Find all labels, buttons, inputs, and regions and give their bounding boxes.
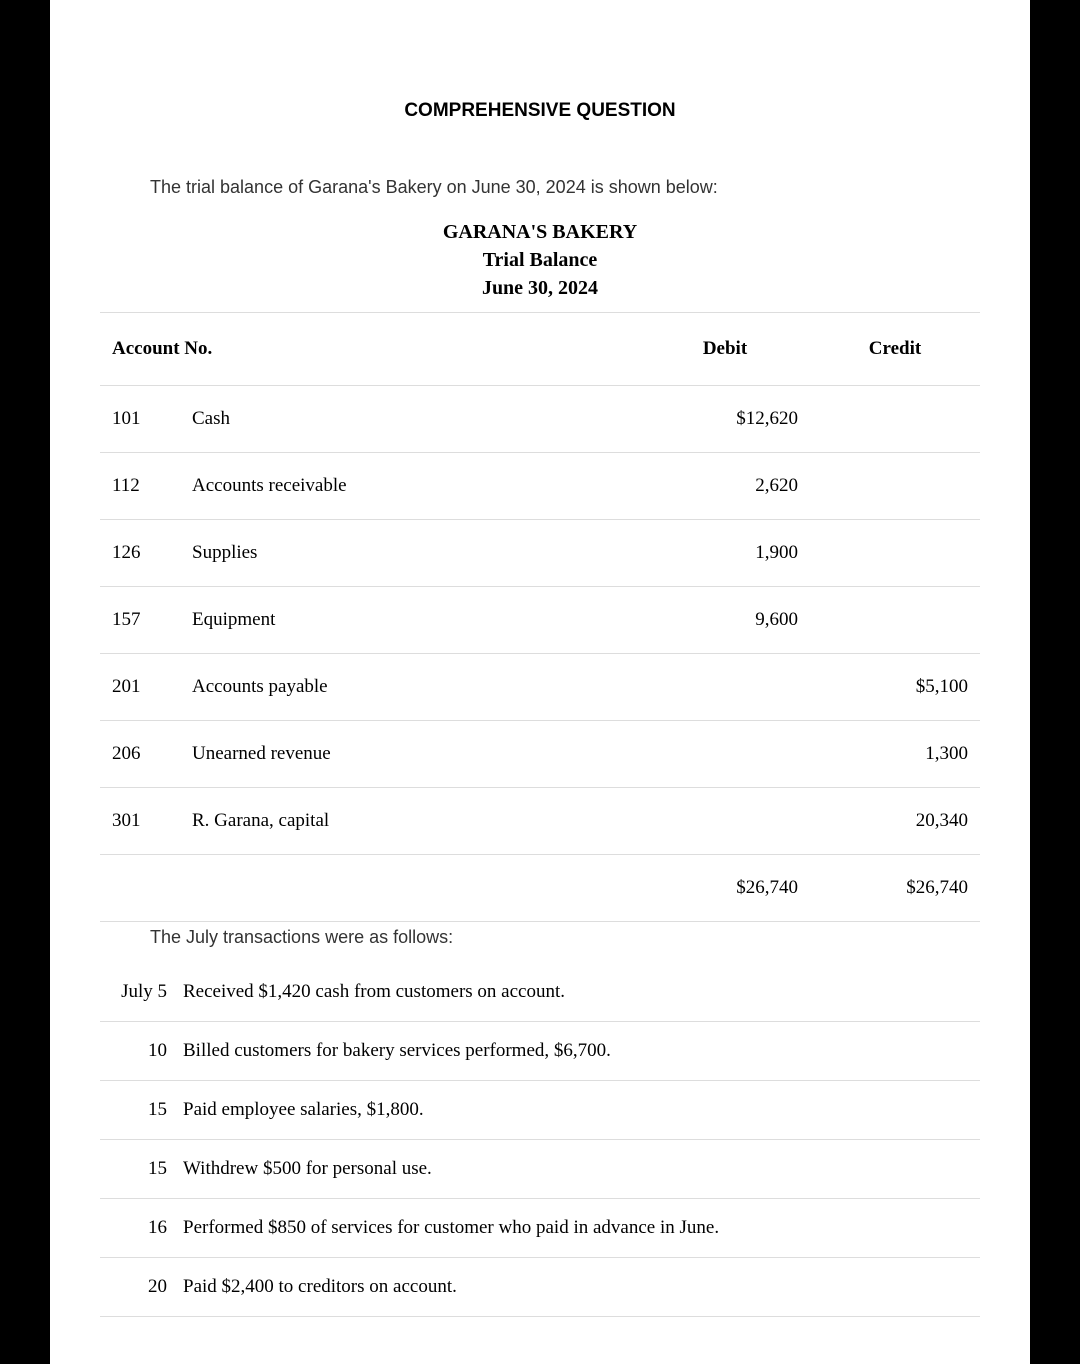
account-number-cell: 206 [100, 721, 180, 788]
transactions-table: July 5Received $1,420 cash from customer… [100, 963, 980, 1317]
debit-cell: $12,620 [640, 386, 810, 453]
table-header-row: Account No. Debit Credit [100, 313, 980, 386]
transaction-row: July 5Received $1,420 cash from customer… [100, 963, 980, 1022]
report-title: Trial Balance [100, 246, 980, 274]
intro-paragraph: The trial balance of Garana's Bakery on … [100, 177, 980, 198]
account-name-cell: Cash [180, 386, 640, 453]
debit-cell: 9,600 [640, 587, 810, 654]
transaction-date-cell: July 5 [100, 963, 175, 1022]
credit-cell [810, 587, 980, 654]
totals-empty-cell [100, 855, 180, 922]
account-name-cell: R. Garana, capital [180, 788, 640, 855]
trial-balance-table: Account No. Debit Credit 101Cash$12,6201… [100, 312, 980, 922]
header-debit: Debit [640, 313, 810, 386]
header-credit: Credit [810, 313, 980, 386]
credit-cell: 1,300 [810, 721, 980, 788]
account-number-cell: 301 [100, 788, 180, 855]
debit-cell [640, 654, 810, 721]
report-date: June 30, 2024 [100, 274, 980, 302]
transaction-row: 20Paid $2,400 to creditors on account. [100, 1258, 980, 1317]
followup-paragraph: The July transactions were as follows: [100, 927, 980, 948]
transaction-row: 16Performed $850 of services for custome… [100, 1199, 980, 1258]
totals-empty-cell [180, 855, 640, 922]
account-number-cell: 201 [100, 654, 180, 721]
account-number-cell: 157 [100, 587, 180, 654]
account-name-cell: Accounts receivable [180, 453, 640, 520]
table-row: 126Supplies1,900 [100, 520, 980, 587]
transaction-row: 15Withdrew $500 for personal use. [100, 1140, 980, 1199]
company-name: GARANA'S BAKERY [100, 218, 980, 246]
table-row: 112Accounts receivable2,620 [100, 453, 980, 520]
table-row: 201Accounts payable $5,100 [100, 654, 980, 721]
account-name-cell: Unearned revenue [180, 721, 640, 788]
table-row: 101Cash$12,620 [100, 386, 980, 453]
credit-cell: $5,100 [810, 654, 980, 721]
debit-cell [640, 788, 810, 855]
transaction-description-cell: Billed customers for bakery services per… [175, 1022, 980, 1081]
account-name-cell: Supplies [180, 520, 640, 587]
table-row: 206Unearned revenue 1,300 [100, 721, 980, 788]
transaction-date-cell: 10 [100, 1022, 175, 1081]
account-number-cell: 101 [100, 386, 180, 453]
debit-cell [640, 721, 810, 788]
transaction-description-cell: Withdrew $500 for personal use. [175, 1140, 980, 1199]
totals-row: $26,740$26,740 [100, 855, 980, 922]
credit-cell [810, 386, 980, 453]
credit-cell [810, 453, 980, 520]
totals-credit-cell: $26,740 [810, 855, 980, 922]
transaction-description-cell: Received $1,420 cash from customers on a… [175, 963, 980, 1022]
page-heading: COMPREHENSIVE QUESTION [100, 100, 980, 122]
table-row: 157Equipment9,600 [100, 587, 980, 654]
credit-cell [810, 520, 980, 587]
transaction-date-cell: 16 [100, 1199, 175, 1258]
account-name-cell: Accounts payable [180, 654, 640, 721]
table-row: 301R. Garana, capital 20,340 [100, 788, 980, 855]
report-header-block: GARANA'S BAKERY Trial Balance June 30, 2… [100, 218, 980, 302]
transaction-row: 10Billed customers for bakery services p… [100, 1022, 980, 1081]
account-number-cell: 126 [100, 520, 180, 587]
account-name-cell: Equipment [180, 587, 640, 654]
debit-cell: 2,620 [640, 453, 810, 520]
transaction-date-cell: 15 [100, 1140, 175, 1199]
transaction-date-cell: 20 [100, 1258, 175, 1317]
debit-cell: 1,900 [640, 520, 810, 587]
account-number-cell: 112 [100, 453, 180, 520]
transaction-row: 15Paid employee salaries, $1,800. [100, 1081, 980, 1140]
credit-cell: 20,340 [810, 788, 980, 855]
header-account-no: Account No. [100, 313, 640, 386]
document-page: COMPREHENSIVE QUESTION The trial balance… [50, 0, 1030, 1364]
totals-debit-cell: $26,740 [640, 855, 810, 922]
transaction-description-cell: Paid $2,400 to creditors on account. [175, 1258, 980, 1317]
transaction-description-cell: Paid employee salaries, $1,800. [175, 1081, 980, 1140]
transaction-description-cell: Performed $850 of services for customer … [175, 1199, 980, 1258]
transaction-date-cell: 15 [100, 1081, 175, 1140]
